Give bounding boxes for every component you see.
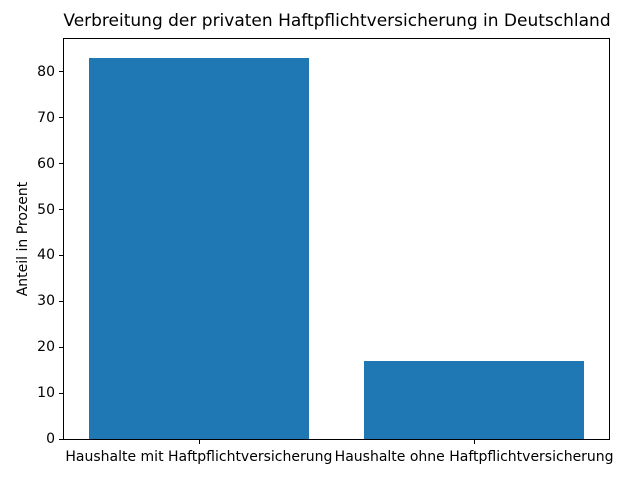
- x-tick-mark: [474, 440, 476, 444]
- y-tick-label: 70: [37, 109, 55, 126]
- y-tick-mark: [59, 438, 63, 440]
- y-tick-label: 0: [46, 431, 55, 447]
- plot-area: [63, 38, 610, 440]
- y-tick-label: 60: [37, 155, 55, 172]
- y-tick-label: 10: [37, 385, 55, 402]
- y-tick-label: 80: [37, 63, 55, 80]
- y-tick-label: 50: [37, 201, 55, 218]
- y-tick-label: 20: [37, 339, 55, 356]
- y-tick-label: 30: [37, 293, 55, 310]
- chart-title: Verbreitung der privaten Haftpflichtvers…: [63, 11, 611, 31]
- y-tick-mark: [59, 346, 63, 348]
- bar-0: [88, 58, 309, 439]
- x-category-label: Haushalte ohne Haftpflichtversicherung: [334, 449, 614, 465]
- x-tick-mark: [198, 440, 200, 444]
- y-tick-mark: [59, 254, 63, 256]
- bar-1: [364, 360, 585, 439]
- y-tick-mark: [59, 392, 63, 394]
- y-tick-mark: [59, 300, 63, 302]
- y-tick-label: 40: [37, 247, 55, 264]
- y-tick-mark: [59, 209, 63, 210]
- y-tick-mark: [59, 117, 63, 119]
- x-category-label: Haushalte mit Haftpflichtversicherung: [65, 449, 333, 465]
- y-axis-label: Anteil in Prozent: [15, 181, 31, 297]
- y-tick-mark: [59, 71, 63, 73]
- y-tick-mark: [59, 163, 63, 165]
